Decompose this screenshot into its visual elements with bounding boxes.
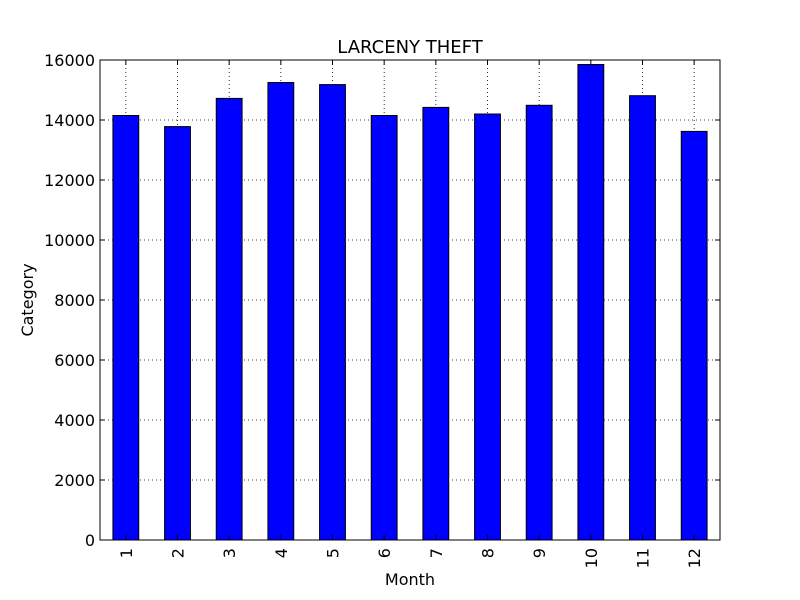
y-tick-label: 16000 [44, 51, 95, 70]
grid [100, 60, 720, 540]
y-tick-label: 2000 [54, 471, 95, 490]
chart-title: LARCENY THEFT [337, 37, 483, 58]
x-tick-label: 4 [272, 548, 291, 558]
bar-5 [319, 84, 346, 541]
y-tick-label: 6000 [54, 351, 95, 370]
bar-6 [370, 115, 398, 541]
bar-9 [525, 104, 553, 541]
x-tick-label: 10 [582, 548, 601, 568]
x-tick-label: 7 [427, 548, 446, 558]
ticks [100, 59, 720, 541]
bar-7 [422, 106, 450, 541]
bar-3 [215, 97, 243, 541]
y-tick-label: 10000 [44, 231, 95, 250]
bar-8 [474, 113, 501, 541]
bar-4 [267, 82, 295, 541]
y-tick-label: 12000 [44, 171, 95, 190]
bar-12 [680, 130, 708, 541]
x-axis-label: Month [385, 570, 435, 589]
bars [112, 64, 708, 541]
x-tick-label: 9 [530, 548, 549, 558]
x-tick-label: 3 [220, 548, 239, 558]
x-tick-label: 1 [117, 548, 136, 558]
bar-2 [164, 126, 191, 541]
y-tick-label: 14000 [44, 111, 95, 130]
bar-10 [577, 64, 605, 541]
x-tick-label: 12 [685, 548, 704, 568]
y-tick-labels: 0 2000 4000 6000 8000 10000 12000 14000 16000 [44, 51, 95, 550]
bar-11 [629, 95, 656, 541]
x-tick-label: 2 [169, 548, 188, 558]
y-axis-label: Category [18, 263, 37, 336]
bar-1 [112, 115, 140, 541]
y-tick-label: 8000 [54, 291, 95, 310]
x-tick-label: 11 [634, 548, 653, 568]
y-tick-label: 4000 [54, 411, 95, 430]
x-tick-label: 6 [375, 548, 394, 558]
x-tick-label: 8 [479, 548, 498, 558]
x-tick-label: 5 [324, 548, 343, 558]
y-tick-label: 0 [85, 531, 95, 550]
x-tick-labels: 1 2 3 4 5 6 7 8 9 10 11 12 [117, 548, 704, 568]
